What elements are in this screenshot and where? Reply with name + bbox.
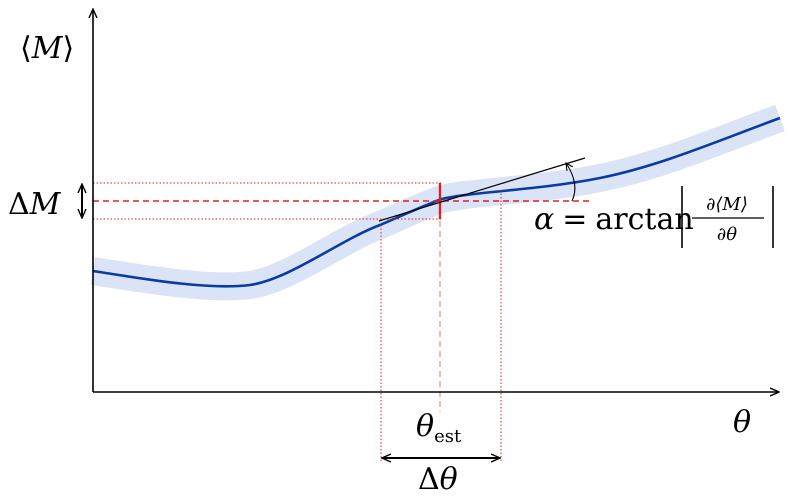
fraction-denominator: ∂θ	[717, 224, 737, 245]
theta-est-label: θest	[416, 409, 462, 447]
alpha-equation: α = arctan ∂⟨M⟩ ∂θ	[534, 186, 774, 248]
x-axis-label: θ	[733, 405, 751, 440]
angle-arc	[565, 161, 576, 202]
y-axis-label: ⟨M⟩	[20, 31, 74, 66]
delta-m-label: ΔM	[8, 187, 62, 222]
fraction-numerator: ∂⟨M⟩	[706, 194, 748, 215]
svg-text:α=arctan: α = arctan	[534, 202, 694, 237]
delta-theta-label: Δθ	[418, 462, 458, 497]
tangent-line	[378, 157, 586, 222]
response-curve	[92, 116, 781, 288]
